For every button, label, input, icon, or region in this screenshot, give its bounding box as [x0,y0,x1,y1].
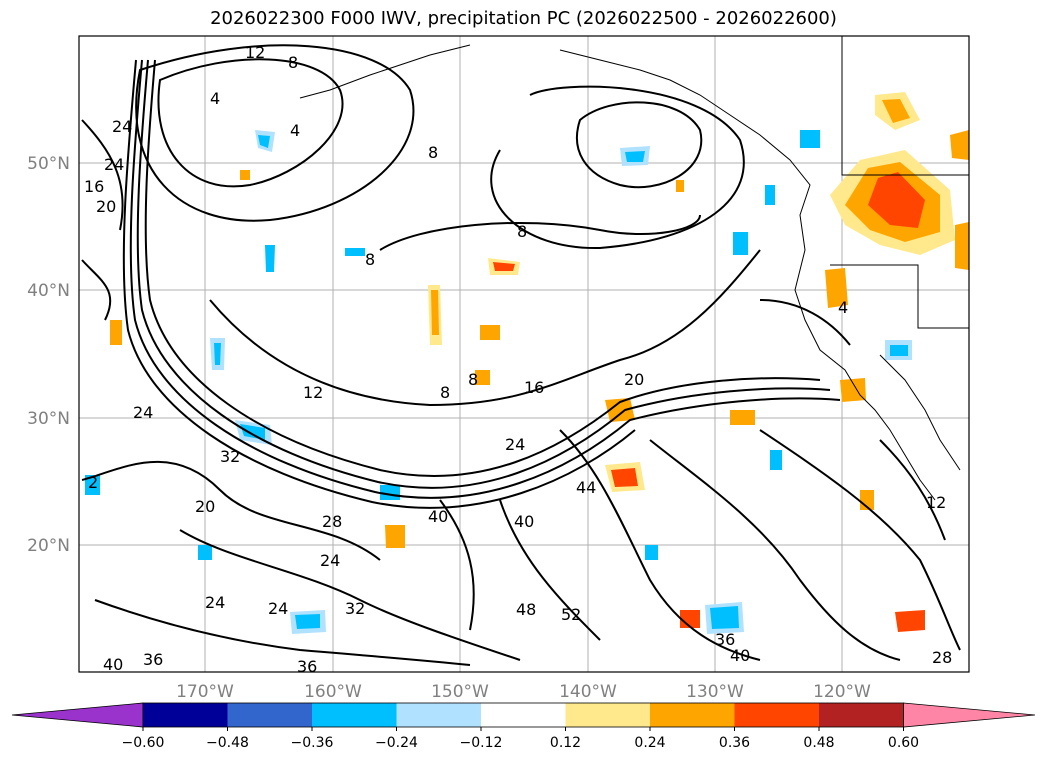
contour-label: 24 [133,403,153,422]
contour-label: 8 [365,250,375,269]
contour-label: 4 [838,298,848,317]
colorbar-segment [481,703,566,727]
contour-label: 20 [624,370,644,389]
contour-label: 36 [297,657,317,676]
contour-label: 32 [345,599,365,618]
contour-label: 52 [561,605,581,624]
colorbar-tick-label: 0.12 [550,735,581,751]
map-area [79,36,969,672]
contour-label: 20 [195,497,215,516]
contour-label: 24 [505,435,525,454]
contour-label: 12 [303,383,323,402]
colorbar-tick-label: −0.24 [375,735,418,751]
contour-label: 8 [428,143,438,162]
lat-label: 40°N [27,281,70,301]
colorbar-segment [565,703,651,727]
colorbar-segment [143,703,228,727]
contour-label: 4 [210,89,220,108]
contour-label: 36 [715,630,735,649]
contour-label: 8 [468,370,478,389]
colorbar-tick-label: −0.48 [206,735,249,751]
contour-label: 40 [730,646,750,665]
colorbar-tick-label: −0.36 [291,735,334,751]
contour-label: 8 [440,383,450,402]
contour-label: 40 [428,507,448,526]
lat-label: 30°N [27,409,70,429]
colorbar-tick-label: 0.60 [888,735,919,751]
contour-label: 40 [103,655,123,674]
lon-labels: 170°W 160°W 150°W 140°W 130°W 120°W [176,682,871,702]
contour-label: 24 [104,155,124,174]
lon-label: 120°W [813,682,871,702]
contour-label: 48 [516,600,536,619]
contour-label: 32 [220,447,240,466]
contour-label: 12 [926,493,946,512]
colorbar-tick-label: 0.24 [634,735,665,751]
map-title: 2026022300 F000 IWV, precipitation PC (2… [210,8,837,29]
lon-label: 150°W [431,682,489,702]
contour-label: 2 [88,473,98,492]
contour-label: 12 [245,43,265,62]
lon-label: 160°W [304,682,362,702]
colorbar-tick-label: 0.48 [803,735,834,751]
contour-label: 24 [320,551,340,570]
contour-label: 28 [932,648,952,667]
colorbar-extend-high [903,702,1036,728]
colorbar: −0.60 −0.48 −0.36 −0.24 −0.12 0.12 0.24 0.36 0.4… [11,702,1036,751]
lon-label: 170°W [176,682,234,702]
colorbar-segment [227,703,313,727]
contour-label: 40 [514,512,534,531]
contour-label: 8 [517,222,527,241]
lon-label: 130°W [686,682,744,702]
lat-label: 50°N [27,154,70,174]
contour-label: 16 [84,177,104,196]
contour-label: 4 [290,121,300,140]
contour-label: 20 [96,197,116,216]
colorbar-outline [142,702,904,728]
colorbar-extend-low [11,702,144,728]
colorbar-segment [819,703,904,727]
lat-labels: 50°N 40°N 30°N 20°N [27,154,70,556]
contour-label: 28 [322,512,342,531]
map-border [78,35,970,673]
colorbar-segment [734,703,820,727]
iwv-contours [81,44,961,666]
coastlines [299,36,969,501]
colorbar-tick-label: −0.60 [122,735,165,751]
contour-label: 44 [576,478,596,497]
lon-label: 140°W [559,682,617,702]
contour-label: 36 [143,650,163,669]
colorbar-tick-label: −0.12 [460,735,503,751]
colorbar-segment [650,703,735,727]
contour-label: 24 [112,117,132,136]
contour-label: 8 [288,53,298,72]
contour-label: 24 [268,599,288,618]
contour-label: 16 [524,378,544,397]
colorbar-tick-label: 0.36 [719,735,750,751]
lat-label: 20°N [27,536,70,556]
contour-label: 24 [205,593,225,612]
colorbar-segment [312,703,397,727]
contour-labels: 12 8 4 4 8 24 24 16 20 8 8 12 8 8 16 20 … [84,43,952,676]
precip-shading [85,92,969,634]
colorbar-segment [396,703,482,727]
